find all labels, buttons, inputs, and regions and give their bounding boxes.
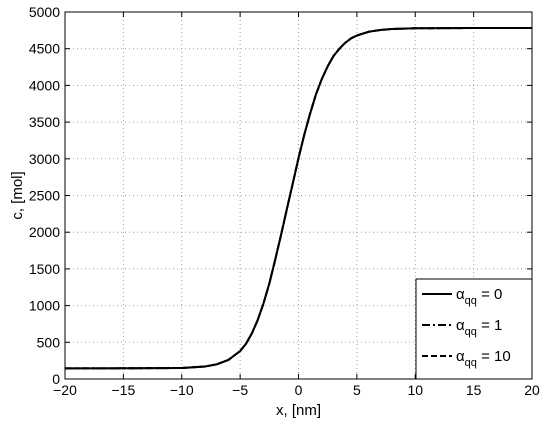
x-tick-label: −5 bbox=[232, 382, 248, 398]
legend-label-1: αqq = 1 bbox=[456, 317, 502, 338]
series-lines bbox=[64, 27, 532, 370]
x-tick-label: 10 bbox=[407, 382, 423, 398]
y-tick-label: 3000 bbox=[29, 151, 60, 167]
x-tick-label: 0 bbox=[295, 382, 303, 398]
y-tick-label: 3500 bbox=[29, 114, 60, 130]
legend-label-2: αqq = 10 bbox=[456, 348, 511, 369]
x-tick-label: 15 bbox=[466, 382, 482, 398]
legend-box bbox=[415, 278, 533, 380]
y-tick-label: 5000 bbox=[29, 4, 60, 20]
y-tick-label: 0 bbox=[52, 371, 60, 387]
y-tick-label: 1500 bbox=[29, 261, 60, 277]
tick-labels: −20 −15 −10 −5 0 5 10 15 20 0 500 1000 1500 2000 2500 3… bbox=[29, 4, 540, 398]
x-tick-label: 5 bbox=[353, 382, 361, 398]
x-tick-label: −20 bbox=[53, 382, 77, 398]
legend-label-0: αqq = 0 bbox=[456, 286, 502, 307]
y-tick-label: 1000 bbox=[29, 298, 60, 314]
x-tick-label: −15 bbox=[112, 382, 136, 398]
series-line-2 bbox=[64, 27, 532, 370]
y-tick-label: 4500 bbox=[29, 41, 60, 57]
y-tick-label: 2500 bbox=[29, 188, 60, 204]
x-tick-label: −10 bbox=[170, 382, 194, 398]
series-line-1 bbox=[64, 27, 532, 370]
y-axis-label: c, [mol] bbox=[9, 171, 26, 219]
x-axis-label: x, [nm] bbox=[276, 402, 321, 419]
y-tick-label: 500 bbox=[37, 334, 61, 350]
y-tick-label: 4000 bbox=[29, 77, 60, 93]
y-tick-label: 2000 bbox=[29, 224, 60, 240]
legend: αqq = 0 αqq = 1 αqq = 10 bbox=[415, 278, 533, 380]
x-tick-label: 20 bbox=[524, 382, 540, 398]
